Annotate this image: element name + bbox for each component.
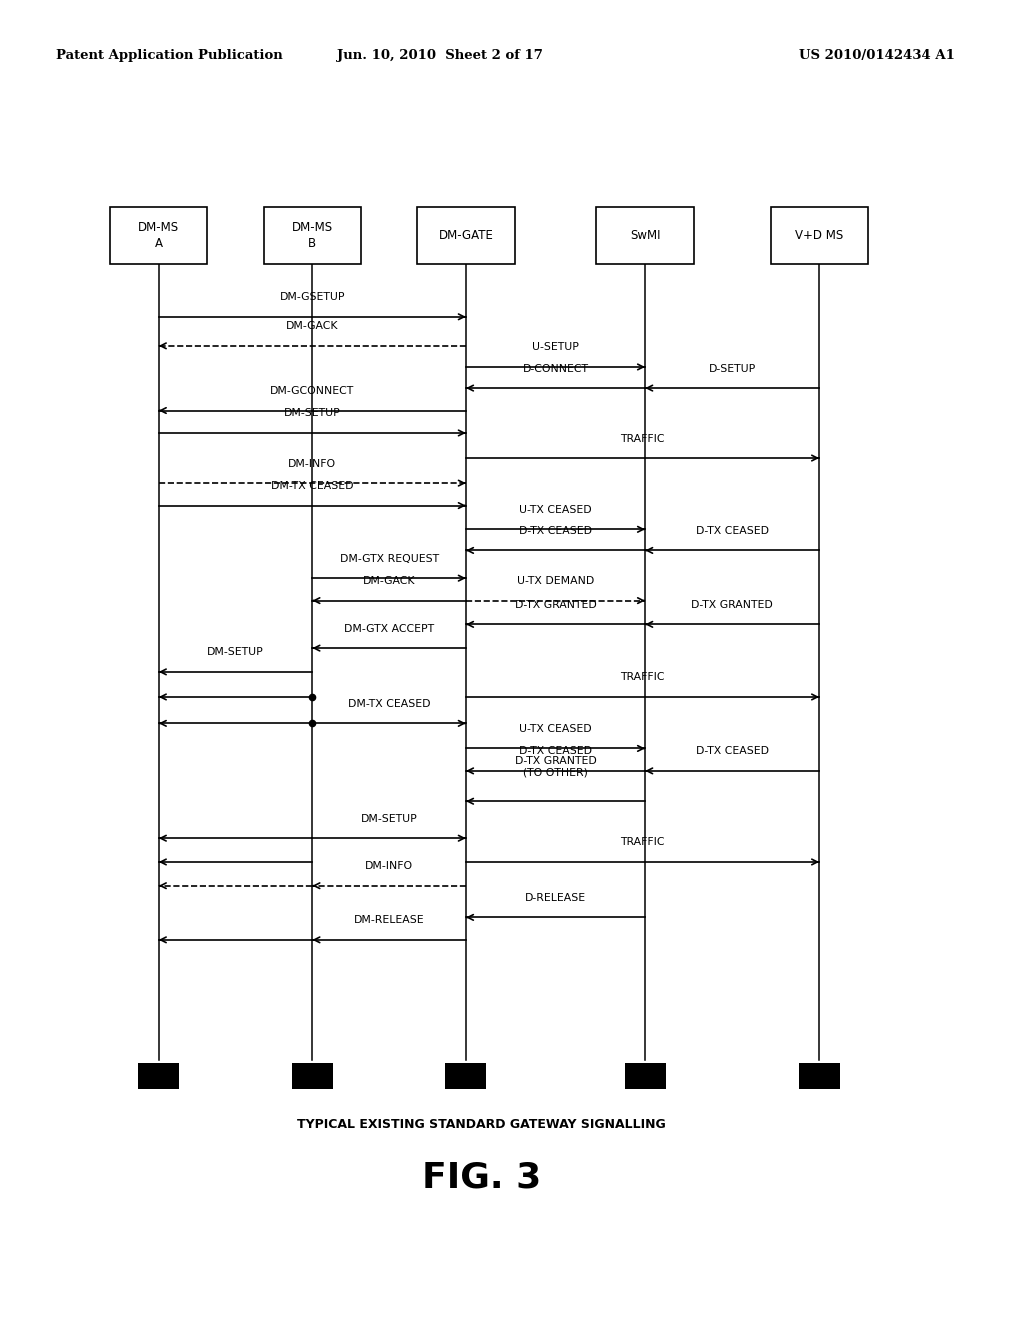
Bar [799,1063,840,1089]
Text: TYPICAL EXISTING STANDARD GATEWAY SIGNALLING: TYPICAL EXISTING STANDARD GATEWAY SIGNAL… [297,1118,666,1131]
Bar [625,1063,666,1089]
Text: U-TX DEMAND: U-TX DEMAND [517,576,594,586]
Text: TRAFFIC: TRAFFIC [621,433,665,444]
Bar [292,1063,333,1089]
Bar [111,207,207,264]
Text: D-TX GRANTED: D-TX GRANTED [515,599,596,610]
Bar [596,207,694,264]
Text: DM-RELEASE: DM-RELEASE [354,915,424,925]
Bar [264,207,361,264]
Text: FIG. 3: FIG. 3 [422,1160,541,1195]
Text: DM-GCONNECT: DM-GCONNECT [270,385,354,396]
Text: DM-GATE: DM-GATE [438,230,494,242]
Text: TRAFFIC: TRAFFIC [621,837,665,847]
Text: DM-TX CEASED: DM-TX CEASED [271,480,353,491]
Text: DM-SETUP: DM-SETUP [207,647,264,657]
Text: DM-GACK: DM-GACK [362,576,416,586]
Text: D-SETUP: D-SETUP [709,363,756,374]
Text: D-TX CEASED: D-TX CEASED [695,525,769,536]
Bar [445,1063,486,1089]
Text: DM-TX CEASED: DM-TX CEASED [348,698,430,709]
Bar [771,207,868,264]
Text: DM-GTX ACCEPT: DM-GTX ACCEPT [344,623,434,634]
Text: D-RELEASE: D-RELEASE [525,892,586,903]
Text: TRAFFIC: TRAFFIC [621,672,665,682]
Bar [138,1063,179,1089]
Text: SwMI: SwMI [630,230,660,242]
Text: Jun. 10, 2010  Sheet 2 of 17: Jun. 10, 2010 Sheet 2 of 17 [337,49,544,62]
Text: U-TX CEASED: U-TX CEASED [519,723,592,734]
Text: DM-MS
B: DM-MS B [292,222,333,249]
Text: DM-INFO: DM-INFO [289,458,336,469]
Text: D-TX GRANTED
(TO OTHER): D-TX GRANTED (TO OTHER) [515,756,596,777]
Text: US 2010/0142434 A1: US 2010/0142434 A1 [799,49,954,62]
Text: D-TX GRANTED: D-TX GRANTED [691,599,773,610]
Text: D-TX CEASED: D-TX CEASED [695,746,769,756]
Text: U-TX CEASED: U-TX CEASED [519,504,592,515]
Text: D-CONNECT: D-CONNECT [522,363,589,374]
Bar [418,207,515,264]
Text: DM-GACK: DM-GACK [286,321,339,331]
Text: DM-GTX REQUEST: DM-GTX REQUEST [340,553,438,564]
Text: DM-GSETUP: DM-GSETUP [280,292,345,302]
Text: V+D MS: V+D MS [795,230,844,242]
Text: DM-INFO: DM-INFO [366,861,413,871]
Text: DM-MS
A: DM-MS A [138,222,179,249]
Text: D-TX CEASED: D-TX CEASED [519,746,592,756]
Text: U-SETUP: U-SETUP [532,342,579,352]
Text: D-TX CEASED: D-TX CEASED [519,525,592,536]
Text: DM-SETUP: DM-SETUP [360,813,418,824]
Text: DM-SETUP: DM-SETUP [284,408,341,418]
Text: Patent Application Publication: Patent Application Publication [56,49,283,62]
